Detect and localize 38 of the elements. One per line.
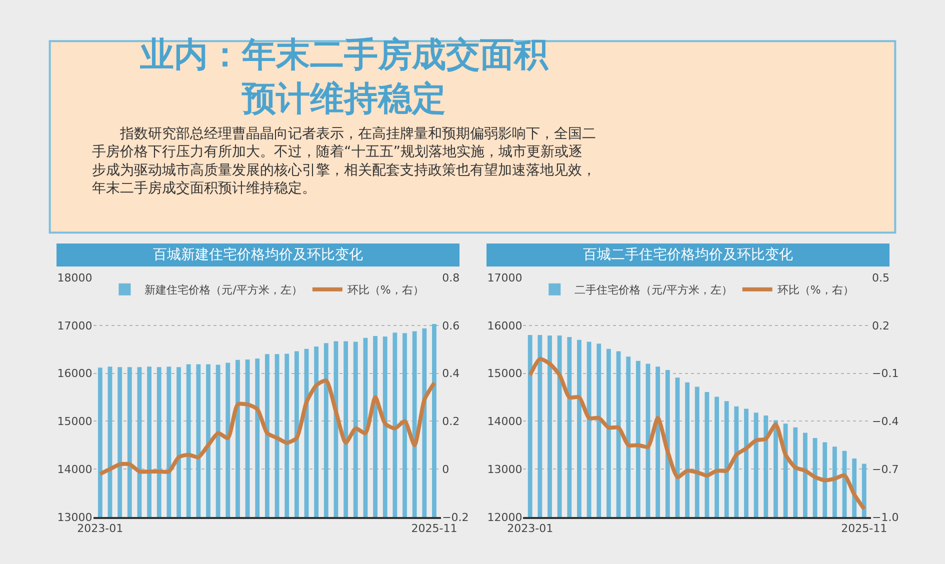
y2-tick-label: −0.4 [872, 415, 899, 428]
y-tick-label: 16000 [57, 367, 92, 380]
y2-tick-label: 0.8 [442, 271, 460, 284]
y2-tick-label: 0.5 [872, 271, 890, 284]
chart-title: 百城二手住宅价格均价及环比变化 [583, 247, 793, 263]
x-tick-label: 2025-11 [841, 522, 888, 536]
line-series [528, 356, 866, 511]
legend-label: 二手住宅价格（元/平方米，左） [574, 284, 732, 297]
x-tick-label: 2025-11 [411, 522, 458, 536]
y-tick-label: 17000 [487, 271, 522, 284]
legend-label: 环比（%，右） [777, 284, 854, 297]
y-tick-label: 14000 [487, 415, 522, 428]
text: 业内：年末二手房成交面积预计维持稳定 [139, 35, 549, 120]
y2-tick-label: 0.4 [442, 367, 460, 380]
text: 指数研究部总经理曹晶晶向记者表示，在高挂牌量和预期偏弱影响下，全国二手房价格下行压力有所加大。不过，随着“十五五”规划落地实施，城市更新或逐步成为驱动城市高质量发展的核心引擎，相关配套支持政策也有望加速落地见效，年末二手房成交面积预计维持稳定。 [92, 126, 596, 197]
y2-tick-label: −0.2 [442, 510, 469, 524]
y-tick-label: 15000 [487, 367, 522, 380]
chart-title: 百城新建住宅价格均价及环比变化 [153, 247, 363, 263]
y-tick-label: 15000 [57, 415, 92, 428]
y2-tick-label: 0.6 [442, 319, 460, 332]
y-tick-label: 17000 [57, 319, 92, 332]
legend-label: 新建住宅价格（元/平方米，左） [144, 284, 302, 297]
y2-tick-label: 0.2 [872, 319, 890, 332]
y2-tick-label: −0.7 [872, 462, 899, 476]
x-tick-label: 2023-01 [77, 522, 124, 536]
y-tick-label: 13000 [487, 462, 522, 476]
y-tick-label: 13000 [57, 510, 92, 524]
y-tick-label: 14000 [57, 462, 92, 476]
y2-tick-label: 0.2 [442, 415, 460, 428]
y-tick-label: 12000 [487, 510, 522, 524]
x-tick-label: 2023-01 [507, 522, 554, 536]
y2-tick-label: 0 [442, 462, 450, 476]
y2-tick-label: −1.0 [872, 510, 899, 524]
y2-tick-label: −0.1 [872, 367, 899, 380]
y-tick-label: 18000 [57, 271, 92, 284]
y-tick-label: 16000 [487, 319, 522, 332]
legend-label: 环比（%，右） [347, 284, 424, 297]
line-series [98, 378, 436, 476]
